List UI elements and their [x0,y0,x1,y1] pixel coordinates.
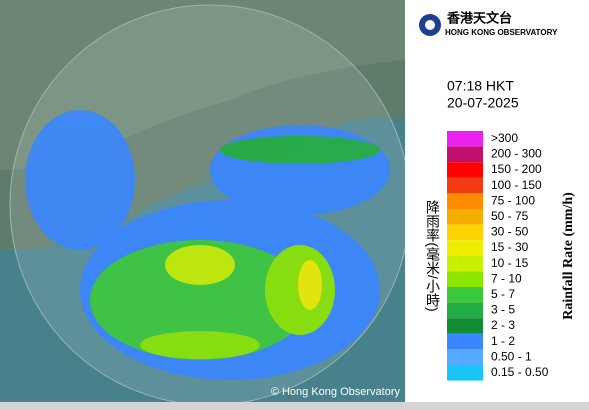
rain-area [25,110,135,250]
copyright: © Hong Kong Observatory [271,386,401,398]
legend-swatch [447,365,483,381]
legend-label: 15 - 30 [491,240,529,254]
legend-swatch [447,193,483,209]
legend-swatch [447,177,483,194]
legend-title-english: Rainfall Rate (mm/h) [561,192,576,320]
rain-area [298,260,322,310]
legend-swatch [447,240,483,256]
rain-echoes [25,110,390,380]
rain-area [140,331,260,359]
legend-label: 0.15 - 0.50 [491,365,549,379]
legend-swatch [447,302,483,319]
org-chinese: 香港天文台 [446,10,512,25]
legend-label: 2 - 3 [491,318,515,332]
date: 20-07-2025 [447,95,519,111]
legend-label: 150 - 200 [491,162,542,176]
legend-label: 10 - 15 [491,256,529,270]
legend-label: 200 - 300 [491,147,542,161]
time: 07:18 HKT [447,78,514,94]
legend-label: 7 - 10 [491,271,522,285]
legend-swatch [447,255,483,272]
rain-area [90,240,310,360]
legend-label: 75 - 100 [491,193,535,207]
radar-map: © Hong Kong Observatory [0,0,405,402]
info-panel: 香港天文台 HONG KONG OBSERVATORY 07:18 HKT 20… [405,0,589,402]
rain-area [165,245,235,285]
legend-swatch [447,287,483,303]
legend: 香港天文台 HONG KONG OBSERVATORY 07:18 HKT 20… [419,10,576,381]
legend-swatch [447,333,483,350]
legend-swatch [447,162,483,178]
legend-label: 3 - 5 [491,303,515,317]
legend-label: 50 - 75 [491,209,529,223]
legend-label: 5 - 7 [491,287,515,301]
legend-swatch [447,209,483,225]
legend-label: 1 - 2 [491,334,515,348]
legend-swatch [447,349,483,365]
legend-swatch [447,318,483,334]
org-english: HONG KONG OBSERVATORY [445,28,558,37]
legend-title-chinese: 降雨率(毫米/小時) [425,200,441,311]
legend-label: 100 - 150 [491,178,542,192]
logo-icon-center [425,20,435,30]
legend-label: 0.50 - 1 [491,349,532,363]
legend-label: 30 - 50 [491,225,529,239]
legend-label: >300 [491,131,518,145]
legend-swatch [447,271,483,287]
rain-area [220,136,380,164]
legend-swatch [447,131,483,147]
legend-swatch [447,224,483,241]
legend-swatch [447,146,483,163]
